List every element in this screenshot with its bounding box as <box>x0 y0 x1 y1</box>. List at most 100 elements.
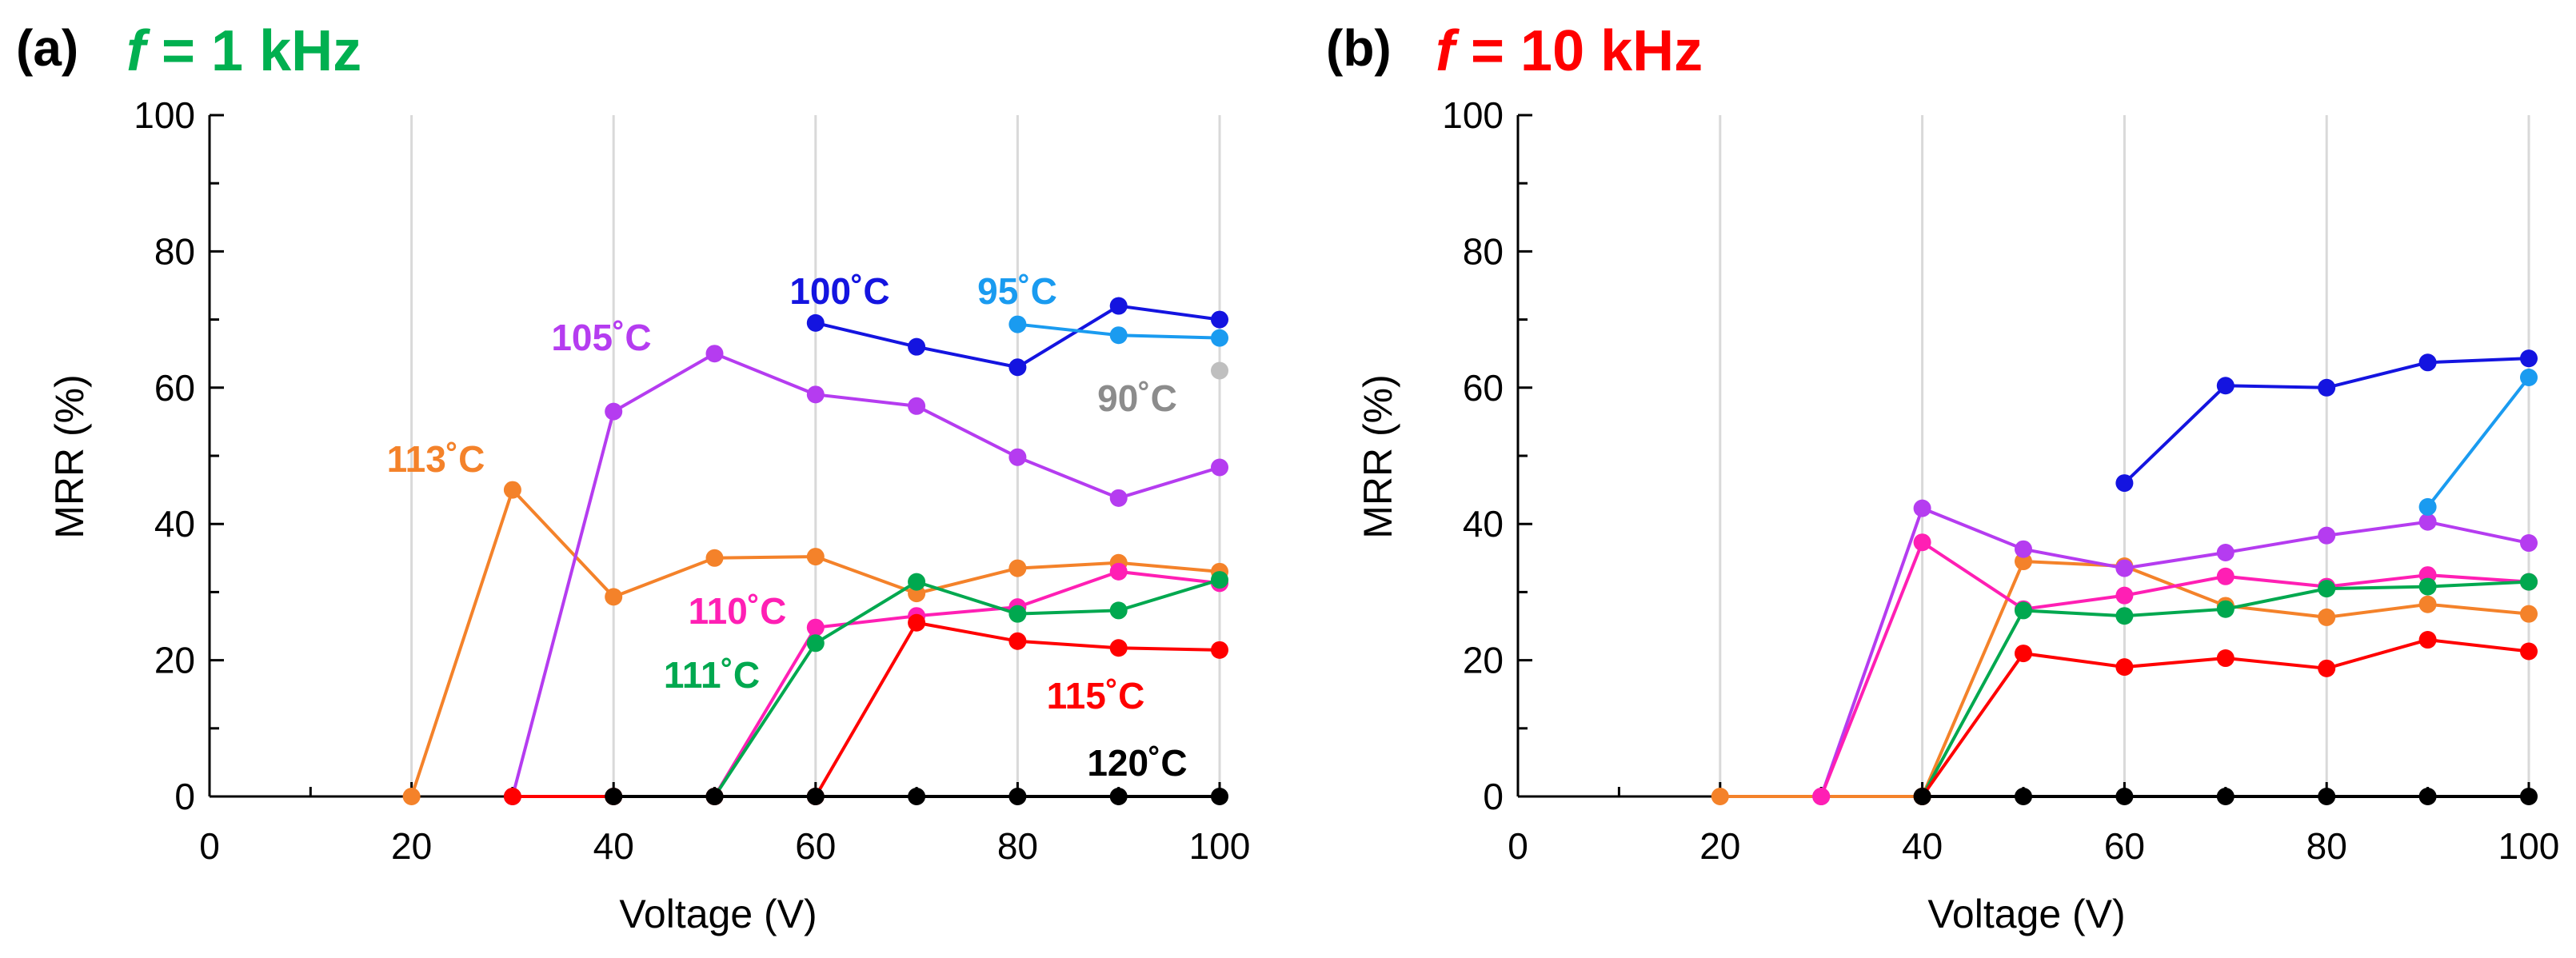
panel-b-x-axis-title: Voltage (V) <box>1927 892 2125 936</box>
panel-a-y-tick-label: 100 <box>134 94 195 136</box>
panel-a-series-115-c-point <box>1008 632 1027 650</box>
panel-b-series-0-point <box>1711 788 1729 805</box>
panel-a-series-120-c-point <box>908 788 926 805</box>
panel-a-series-113-c-point <box>503 481 521 499</box>
panel-a-series-95-c-point <box>1211 329 1228 347</box>
panel-b-y-tick-label: 60 <box>1463 367 1504 409</box>
panel-a-title: f = 1 kHz <box>126 19 361 83</box>
panel-b-series-3-point <box>2216 600 2235 618</box>
panel-a-series-105-c-point <box>605 402 623 421</box>
panel-b-title-rest: = 10 kHz <box>1455 19 1703 83</box>
panel-b-series-6 <box>2418 369 2538 516</box>
panel-a-series-120-c-point <box>1211 788 1228 805</box>
panel-a-series-111-c-point <box>1211 571 1228 589</box>
panel-a-series-90-c-label: 90˚C <box>1097 377 1177 419</box>
panel-a-series-113-c-point <box>705 549 724 567</box>
panel-b-series-7-point <box>1913 788 1931 805</box>
panel-a-series-120-c-label: 120˚C <box>1087 742 1187 784</box>
panel-a-series-115-c-point <box>503 788 521 805</box>
panel-a-series-111-c-point <box>1109 601 1128 620</box>
panel-b-series-0-point <box>2015 553 2032 571</box>
panel-a-x-tick-label: 60 <box>795 825 836 867</box>
panel-a-y-axis-title: MRR (%) <box>47 374 92 539</box>
panel-a-series-95-c-point <box>1008 315 1027 333</box>
panel-a-series-100-c-label: 100˚C <box>789 270 889 312</box>
panel-b-series-4 <box>1913 631 2538 805</box>
panel-b-series-0-point <box>2318 608 2336 626</box>
panel-a-series-113-c-point <box>402 788 421 805</box>
panel-a-series-100-c <box>806 297 1228 377</box>
panel-b-series-1-line <box>1819 505 2530 797</box>
panel-b-series-5-point <box>2418 353 2437 372</box>
panel-b-x-tick-label: 60 <box>2104 825 2145 867</box>
panel-a-series-113-c-point <box>1008 559 1027 577</box>
panel-a-series-120-c-point <box>705 788 724 805</box>
panel-a-series-120-c-point <box>605 788 623 805</box>
panel-a-series-105-c-line <box>510 351 1220 797</box>
panel-a-series-120-c-point <box>1008 788 1027 805</box>
panel-b-series-7-point <box>2318 788 2336 805</box>
panel-b-series-3-point <box>2418 577 2437 596</box>
panel-a-series-105-c-point <box>705 345 724 363</box>
panel-a-series-113-c-label: 113˚C <box>387 438 485 480</box>
panel-b-title: f = 10 kHz <box>1436 19 1703 83</box>
panel-a-series-95-c-point <box>1109 326 1128 345</box>
panel-b-series-5 <box>2115 349 2538 493</box>
panel-b-series-6-point <box>2520 369 2538 387</box>
panel-a-series-90-c <box>1211 361 1228 380</box>
panel-b-series-1-point <box>2318 526 2336 545</box>
panel-a-label: (a) <box>16 19 78 77</box>
panel-a-x-tick-label: 80 <box>997 825 1038 867</box>
panel-a-series-95-c-label: 95˚C <box>977 270 1057 312</box>
panel-b-series-4-point <box>2115 658 2134 677</box>
panel-b-series-4-point <box>2520 642 2538 661</box>
panel-a-series-115-c-point <box>1211 641 1228 659</box>
panel-b-series-3-point <box>2318 580 2336 598</box>
panel-b-series-5-point <box>2216 377 2235 395</box>
panel-a-series-111-c-point <box>806 634 825 653</box>
panel-a-series-110-c-label: 110˚C <box>689 590 787 632</box>
panel-a-series-115-c-label: 115˚C <box>1047 675 1145 717</box>
panel-a-x-tick-label: 100 <box>1189 825 1251 867</box>
panel-a-x-axis-title: Voltage (V) <box>619 892 817 936</box>
panel-a-series-100-c-point <box>908 337 926 356</box>
panel-b-series-2-point <box>2216 567 2235 585</box>
panel-a-x-tick-label: 0 <box>199 825 220 867</box>
panel-b-series-5-point <box>2318 378 2336 397</box>
panel-b-series-7-point <box>2520 788 2538 805</box>
panel-b-x-tick-label: 20 <box>1699 825 1740 867</box>
panel-a-series-111-c-point <box>1008 605 1027 623</box>
panel-a-series-110-c-point <box>806 618 825 637</box>
panel-a-y-tick-label: 80 <box>154 230 195 272</box>
panel-b-series-3-point <box>2520 573 2538 591</box>
panel-a-series-110-c-point <box>1109 562 1128 581</box>
panel-b-series-1 <box>1812 499 2538 805</box>
panel-a-series-115-c-point <box>1109 639 1128 657</box>
panel-b-series-3 <box>1913 573 2538 805</box>
panel-b-series-5-point <box>2520 349 2538 368</box>
panel-a-series-100-c-point <box>1211 310 1228 329</box>
panel-b-series-3-point <box>2115 607 2134 625</box>
panel-a-series-120-c-point <box>806 788 825 805</box>
panel-a-y-tick-label: 0 <box>174 776 195 817</box>
panel-b-series-1-point <box>2216 543 2235 561</box>
panel-b-y-tick-label: 20 <box>1463 640 1504 681</box>
panel-b-series-4-point <box>2318 659 2336 677</box>
panel-b-series-2-line <box>1819 540 2530 797</box>
panel-b-series-2-point <box>1913 533 1931 552</box>
panel-a-series-111-c-label: 111˚C <box>664 654 760 696</box>
panel-a-series-113-c-point <box>806 548 825 566</box>
panel-a-series-111-c-point <box>908 573 926 591</box>
panel-a-series-90-c-point <box>1211 361 1228 380</box>
panel-b-series-4-point <box>2216 649 2235 668</box>
panel-a-series-95-c <box>1008 315 1228 347</box>
panel-a-series-100-c-point <box>806 313 825 332</box>
panel-a-y-tick-label: 20 <box>154 640 195 681</box>
panel-b-y-tick-label: 80 <box>1463 230 1504 272</box>
panel-a-series-100-c-point <box>1008 358 1027 377</box>
panel-a-series-110-c-line <box>713 569 1220 798</box>
panel-a-series-105-c-point <box>1211 458 1228 477</box>
panel-b-series-0-point <box>2418 595 2437 613</box>
panel-b-series-7-point <box>2418 788 2437 805</box>
